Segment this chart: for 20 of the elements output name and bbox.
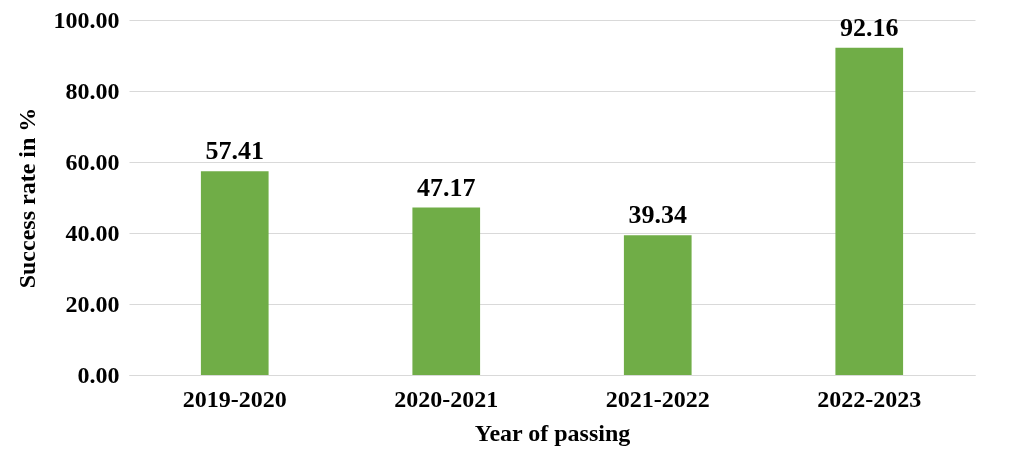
x-tick-label: 2019-2020 [182, 385, 287, 412]
bar [412, 207, 481, 375]
y-tick-label: 60.00 [65, 148, 120, 175]
y-tick-label: 0.00 [77, 361, 120, 388]
y-axis-title: Success rate in % [13, 107, 40, 289]
bar [200, 171, 269, 375]
bar [623, 235, 692, 375]
y-tick-label: 100.00 [53, 6, 120, 33]
x-tick-label: 2022-2023 [817, 385, 922, 412]
y-tick-label: 20.00 [65, 290, 120, 317]
data-label: 92.16 [840, 12, 899, 42]
x-axis-title: Year of passing [474, 419, 631, 446]
data-label: 39.34 [628, 200, 687, 230]
data-label: 47.17 [417, 172, 476, 202]
x-tick-label: 2021-2022 [605, 385, 710, 412]
y-tick-label: 40.00 [65, 219, 120, 246]
x-tick-label: 2020-2021 [394, 385, 499, 412]
data-label: 57.41 [205, 136, 264, 166]
y-tick-label: 80.00 [65, 77, 120, 104]
bar [835, 47, 904, 375]
